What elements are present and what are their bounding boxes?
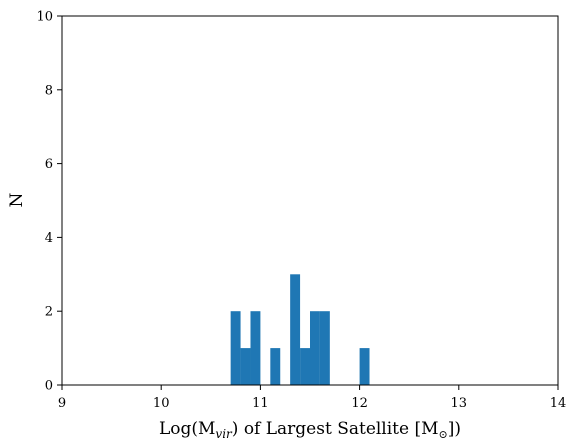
x-axis-label-pre: Log(M [159, 419, 215, 439]
y-tick-label: 2 [45, 305, 53, 320]
bars-group [230, 274, 370, 385]
histogram-bar [319, 311, 330, 385]
x-axis-label-mid: ) of Largest Satellite [M [232, 419, 439, 439]
y-tick-label: 10 [36, 10, 53, 25]
x-tick-label: 10 [153, 396, 170, 411]
y-tick-label: 4 [45, 231, 53, 246]
y-tick-label: 6 [45, 157, 53, 172]
histogram-bar [310, 311, 320, 385]
plot-frame [61, 15, 559, 386]
histogram-bar [270, 348, 281, 385]
x-tick-label: 13 [451, 396, 468, 411]
x-axis-label-post: ]) [448, 419, 461, 439]
x-axis-ticks: 9 10 11 12 13 14 [58, 385, 566, 411]
y-tick-label: 8 [45, 83, 53, 98]
x-axis-label-sub: vir [215, 427, 233, 441]
x-tick-label: 11 [252, 396, 269, 411]
x-axis-label: Log(Mvir) of Largest Satellite [M⊙]) [159, 419, 461, 441]
y-axis-ticks: 0 2 4 6 8 10 [36, 10, 62, 394]
y-axis-label: N [7, 192, 27, 207]
histogram-bar [359, 348, 370, 385]
x-axis-label-sub2: ⊙ [439, 428, 448, 441]
x-tick-label: 12 [351, 396, 368, 411]
histogram-bar [240, 348, 251, 385]
x-tick-label: 9 [58, 396, 66, 411]
histogram-bar [300, 348, 310, 385]
histogram-bar [230, 311, 241, 385]
histogram-bar [290, 274, 301, 385]
x-tick-label: 14 [550, 396, 567, 411]
y-tick-label: 0 [45, 379, 53, 394]
histogram-bar [250, 311, 261, 385]
